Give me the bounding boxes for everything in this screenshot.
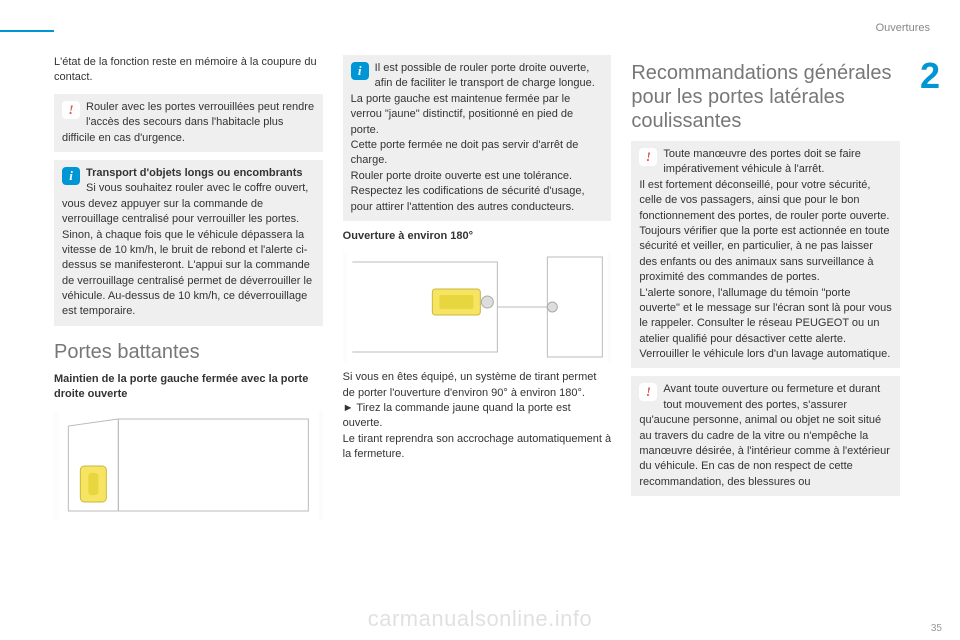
column-3: Recommandations générales pour les porte… bbox=[631, 55, 900, 630]
intro-text: L'état de la fonction reste en mémoire à… bbox=[54, 55, 323, 86]
warning-box-manoeuvre: Toute manœuvre des portes doit se faire … bbox=[631, 141, 900, 368]
illustration-hinge-180 bbox=[343, 252, 612, 362]
section-title-recommandations: Recommandations générales pour les porte… bbox=[631, 61, 900, 133]
warning-text: Rouler avec les portes verrouillées peut… bbox=[62, 101, 314, 144]
page-number: 35 bbox=[931, 623, 942, 634]
warning-text: Toute manœuvre des portes doit se faire … bbox=[639, 148, 891, 360]
sub-heading-maintien: Maintien de la porte gauche fermée avec … bbox=[54, 372, 323, 403]
info-body: Si vous souhaitez rouler avec le coffre … bbox=[62, 182, 312, 317]
section-title-portes-battantes: Portes battantes bbox=[54, 340, 323, 364]
body-text-tirant: Si vous en êtes équipé, un système de ti… bbox=[343, 370, 612, 462]
sub-heading-ouverture-180: Ouverture à environ 180° bbox=[343, 229, 612, 244]
warning-box-locked-doors: Rouler avec les portes verrouillées peut… bbox=[54, 94, 323, 152]
column-2: Il est possible de rouler porte droite o… bbox=[343, 55, 612, 630]
top-accent-bar bbox=[0, 30, 54, 32]
info-box-porte-droite: Il est possible de rouler porte droite o… bbox=[343, 55, 612, 221]
breadcrumb: Ouvertures bbox=[876, 22, 930, 34]
info-lead: Transport d'objets longs ou encombrants bbox=[86, 167, 303, 179]
page-content: L'état de la fonction reste en mémoire à… bbox=[54, 55, 900, 630]
column-1: L'état de la fonction reste en mémoire à… bbox=[54, 55, 323, 630]
warning-box-avant-ouverture: Avant toute ouverture ou fermeture et du… bbox=[631, 376, 900, 496]
warning-text: Avant toute ouverture ou fermeture et du… bbox=[639, 383, 890, 487]
info-box-transport: Transport d'objets longs ou encombrants … bbox=[54, 160, 323, 326]
illustration-door-latch bbox=[54, 411, 323, 521]
chapter-number: 2 bbox=[920, 55, 940, 97]
info-body: Il est possible de rouler porte droite o… bbox=[351, 62, 595, 213]
